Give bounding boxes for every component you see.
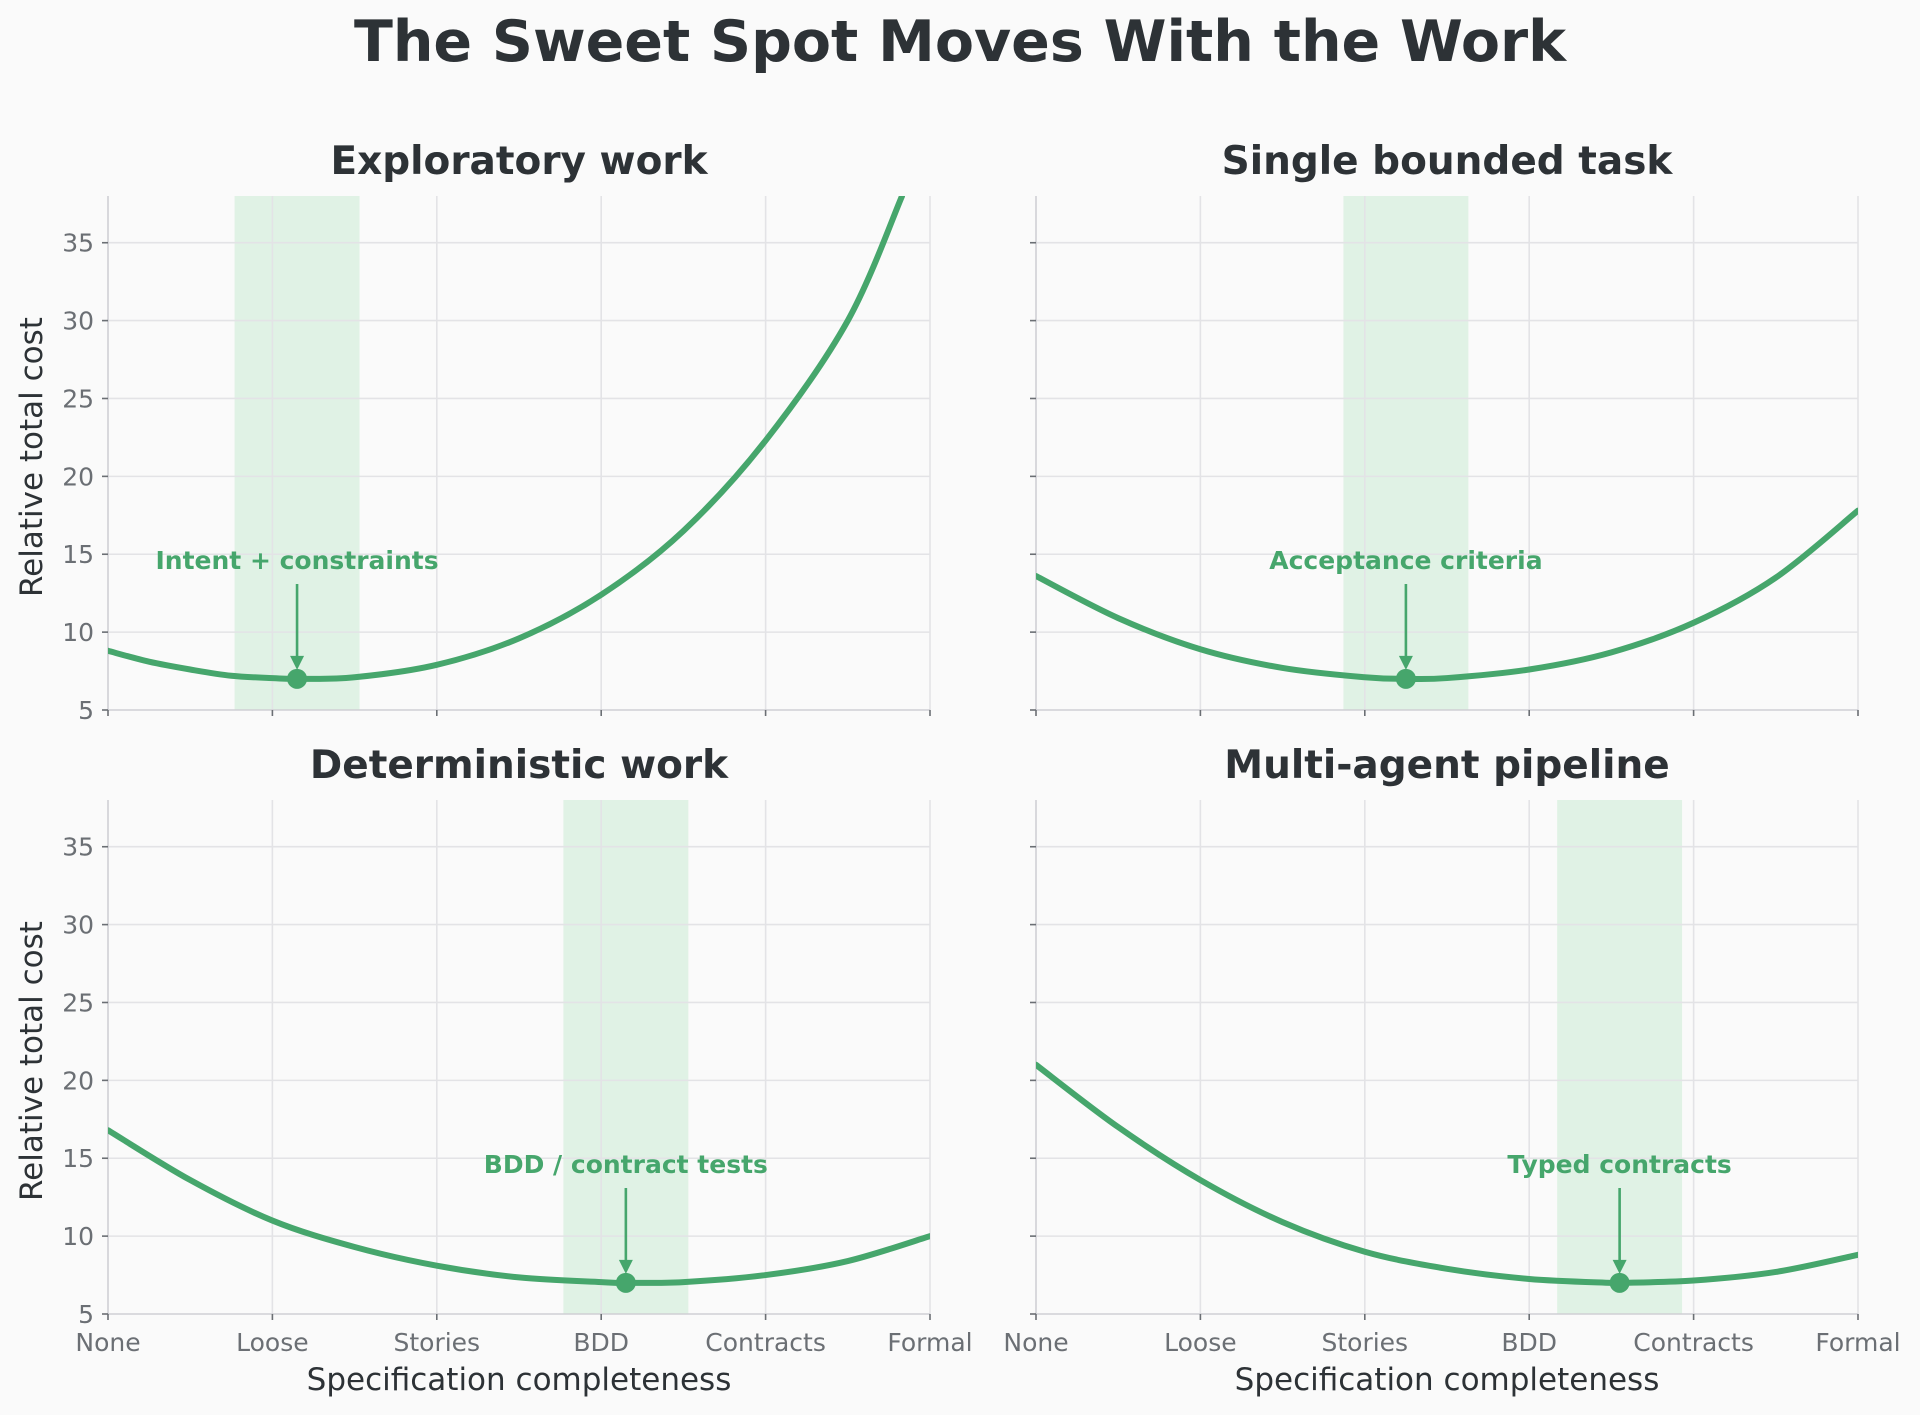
panel-title: Multi-agent pipeline: [1224, 743, 1669, 788]
annotation-label: Typed contracts: [1507, 1150, 1731, 1179]
y-tick-label: 15: [62, 540, 94, 569]
panel-1: 5 10 15 20 25 30 35 Exploratory work Relative to…: [14, 139, 931, 725]
x-tick-label: None: [1003, 1328, 1068, 1357]
y-tick-label: 20: [62, 462, 94, 491]
minimum-point: [1609, 1272, 1630, 1293]
x-tick-label: BDD: [1501, 1328, 1557, 1357]
y-tick-label: 30: [62, 307, 94, 336]
annotation-label: Intent + constraints: [155, 546, 438, 575]
y-axis-label: Relative total cost: [14, 921, 50, 1201]
x-tick-label: Stories: [1321, 1328, 1408, 1357]
annotation-arrow-head: [1398, 655, 1413, 670]
x-tick-label: Loose: [236, 1328, 309, 1357]
x-tick-label: Loose: [1164, 1328, 1237, 1357]
panel-title: Deterministic work: [310, 743, 729, 788]
cost-curve: [108, 196, 906, 682]
minimum-point: [615, 1272, 636, 1293]
x-tick-label: Formal: [887, 1328, 972, 1357]
x-tick-label: Formal: [1815, 1328, 1900, 1357]
annotation-label: BDD / contract tests: [484, 1150, 768, 1179]
panel-2: Single bounded task Acceptance criteria: [1030, 139, 1859, 716]
figure-title: The Sweet Spot Moves With the Work: [354, 9, 1567, 75]
cost-curve: [1036, 507, 1858, 683]
annotation-arrow-head: [618, 1259, 633, 1274]
y-tick-label: 5: [78, 1300, 94, 1329]
y-axis-label: Relative total cost: [14, 317, 50, 597]
x-tick-label: Stories: [393, 1328, 480, 1357]
y-tick-label: 25: [62, 384, 94, 413]
y-tick-label: 25: [62, 988, 94, 1017]
x-axis-label: Specification completeness: [307, 1362, 732, 1398]
minimum-point: [1395, 668, 1416, 689]
x-tick-label: None: [75, 1328, 140, 1357]
cost-curve: [1036, 1061, 1858, 1287]
y-tick-label: 35: [62, 229, 94, 258]
panel-title: Single bounded task: [1222, 139, 1674, 184]
x-tick-label: BDD: [573, 1328, 629, 1357]
annotation-arrow-head: [290, 655, 305, 670]
x-tick-label: Contracts: [705, 1328, 826, 1357]
y-tick-label: 10: [62, 618, 94, 647]
y-tick-label: 5: [78, 696, 94, 725]
x-tick-label: Contracts: [1633, 1328, 1754, 1357]
panel-title: Exploratory work: [330, 139, 708, 184]
y-tick-label: 20: [62, 1066, 94, 1095]
y-tick-label: 35: [62, 833, 94, 862]
y-tick-label: 15: [62, 1144, 94, 1173]
panels: 5 10 15 20 25 30 35 Exploratory work Relative to…: [14, 139, 1901, 1398]
y-tick-label: 30: [62, 911, 94, 940]
annotation-arrow-head: [1612, 1259, 1627, 1274]
panel-4: None Loose Stories BDD Contracts Formal Multi-…: [1003, 743, 1900, 1398]
x-axis-label: Specification completeness: [1235, 1362, 1660, 1398]
annotation-label: Acceptance criteria: [1269, 546, 1542, 575]
cost-curve: [108, 1127, 930, 1286]
panel-3: 5 10 15 20 25 30 35 None Loose Stories BDD Contract…: [14, 743, 973, 1398]
minimum-point: [287, 668, 308, 689]
y-tick-label: 10: [62, 1222, 94, 1251]
